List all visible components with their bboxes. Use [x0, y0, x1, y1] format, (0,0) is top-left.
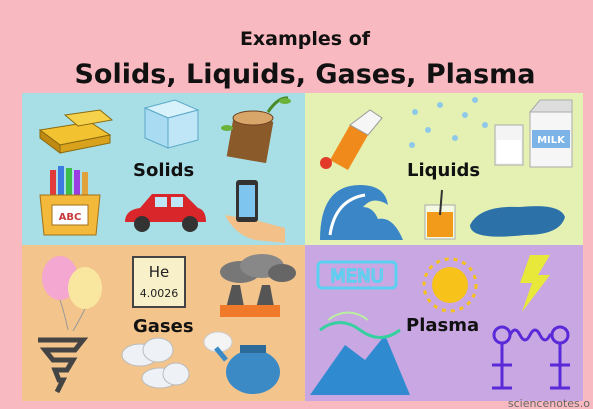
factory-icon-part: [220, 305, 280, 317]
page: {"header": {"title": "Examples of", "sub…: [0, 0, 593, 409]
icon-text: 4.0026: [140, 287, 179, 300]
icon-text: He: [149, 263, 170, 281]
sun-icon-part: [432, 267, 468, 303]
car-icon-part: [171, 197, 183, 207]
clouds-icon-part: [163, 363, 189, 385]
water-drops-icon-part: [482, 122, 488, 128]
juice-icon-part: [427, 212, 453, 237]
icon-text: MILK: [537, 135, 566, 146]
kettle-icon-part: [226, 350, 280, 394]
phone-icon-part: [239, 185, 255, 217]
ice-cube-icon: [145, 100, 198, 148]
kettle-icon-part: [240, 345, 266, 353]
water-drops-icon-part: [462, 112, 468, 118]
log-icon-part: [221, 125, 233, 131]
car-icon-part: [182, 216, 198, 232]
crayon-box-icon-part: [74, 170, 80, 195]
milk-icon-part: [497, 140, 521, 163]
clouds-icon-part: [143, 338, 173, 362]
crayon-box-icon-part: [50, 170, 56, 195]
quadrant-label: Gases: [133, 316, 194, 337]
icon-text: MENU: [330, 266, 384, 287]
water-drops-icon-part: [425, 127, 431, 133]
title: Examples of: [240, 28, 371, 50]
water-drops-icon-part: [437, 102, 443, 108]
crayon-box-icon-part: [66, 168, 72, 195]
infographic: Examples of Solids, Liquids, Gases, Plas…: [0, 0, 593, 409]
log-icon-part: [279, 98, 291, 104]
balloons-icon-part: [68, 267, 102, 309]
crayon-box-icon-part: [82, 172, 88, 195]
log-icon-part: [233, 111, 273, 125]
factory-icon-part: [268, 264, 296, 282]
water-drops-icon-part: [409, 142, 415, 148]
glue-bottle-icon-part: [320, 157, 332, 169]
quadrant-label: Liquids: [407, 160, 480, 181]
quadrant-label: Plasma: [406, 315, 479, 336]
icon-text: ABC: [59, 212, 82, 223]
water-drops-icon-part: [452, 135, 458, 141]
water-drops-icon-part: [472, 97, 478, 103]
watermark: sciencenotes.o: [508, 397, 590, 409]
car-icon-part: [134, 216, 150, 232]
crayon-box-icon-part: [58, 166, 64, 195]
helium-card-icon: He 4.0026: [133, 257, 185, 307]
water-drops-icon-part: [412, 109, 418, 115]
subtitle: Solids, Liquids, Gases, Plasma: [74, 59, 535, 90]
quadrant-label: Solids: [133, 160, 194, 181]
car-icon-part: [155, 197, 167, 207]
